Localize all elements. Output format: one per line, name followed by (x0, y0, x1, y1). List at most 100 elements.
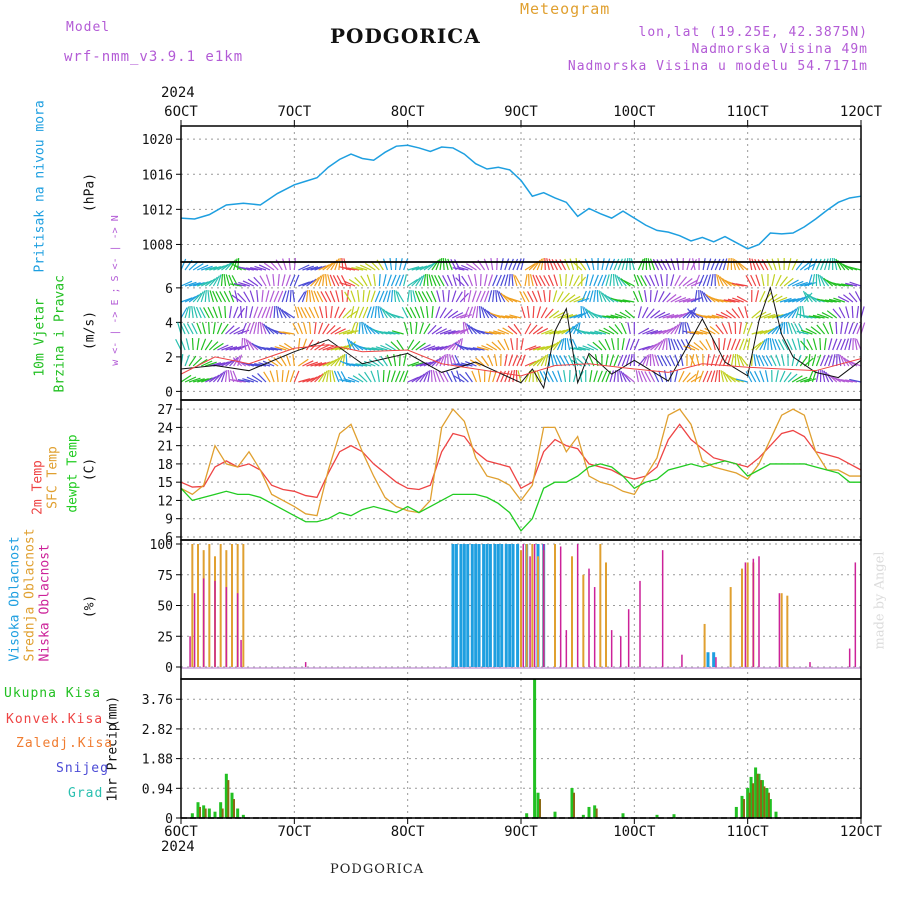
wind-barb (543, 275, 550, 287)
wind-barb (421, 291, 429, 303)
wind-barb (509, 314, 522, 319)
wind-barb (399, 370, 405, 383)
wind-barb (735, 378, 748, 383)
wind-barb (584, 258, 591, 271)
wind-barb (833, 297, 845, 303)
wind-barb (472, 347, 485, 351)
wind-barb (398, 258, 403, 271)
wind-barb (488, 331, 501, 335)
precip-convective-bar (573, 792, 575, 818)
wind-barb (559, 259, 567, 271)
wind-barb (823, 338, 827, 351)
wind-barb (603, 327, 615, 335)
wind-barb (551, 370, 558, 383)
wind-gust-line (180, 344, 862, 377)
wind-barb (395, 290, 401, 303)
high-cloud-bar (485, 544, 489, 667)
wind-barb (197, 378, 209, 383)
wind-barb (770, 354, 777, 367)
wind-barb (790, 322, 797, 335)
wind-barb (531, 290, 538, 303)
wind-barb (811, 274, 816, 287)
wind-barb (649, 274, 656, 287)
wind-barb (580, 305, 583, 319)
wind-barb (441, 371, 449, 383)
wind-barb (358, 373, 368, 383)
wind-barb (764, 370, 769, 383)
wind-barb (263, 262, 275, 271)
wind-barb (848, 292, 858, 303)
wind-barb (285, 274, 291, 287)
high-cloud-bar (511, 544, 515, 667)
wind-barb (423, 274, 427, 287)
wind-barb (239, 305, 243, 319)
wind-barb (704, 327, 716, 335)
wind-barb (204, 289, 207, 303)
wind-barb (273, 357, 283, 367)
wind-barb (504, 354, 508, 367)
wind-barb (824, 354, 830, 367)
wind-barb (414, 290, 421, 303)
wind-barb (541, 329, 553, 335)
wind-barb (660, 274, 664, 287)
wind-barb (229, 356, 239, 367)
wind-barb (666, 325, 677, 335)
wind-barb (377, 306, 380, 319)
wind-barb (820, 299, 833, 303)
wind-barb (175, 338, 182, 351)
wind-barb (452, 329, 464, 335)
wind-barb (783, 372, 792, 383)
wind-barb (759, 370, 765, 383)
wind-barb (439, 307, 447, 319)
wind-barb (609, 354, 615, 367)
wind-barb (261, 289, 264, 303)
wind-barb (569, 258, 575, 271)
wind-barb (706, 274, 712, 287)
wind-barb (505, 315, 518, 319)
wind-barb (314, 373, 324, 383)
low-cloud-bar (240, 639, 242, 667)
wind-barb (543, 290, 546, 303)
wind-barb (442, 257, 445, 271)
wind-barb (357, 290, 360, 303)
wind-barb (540, 258, 544, 271)
wind-barb (415, 265, 428, 271)
wind-barb (555, 259, 563, 271)
wind-barb (528, 359, 540, 367)
wind-barb (431, 346, 444, 351)
wind-barb (560, 338, 565, 351)
wind-barb (662, 327, 674, 335)
wind-barb (427, 324, 437, 335)
wind-barb (548, 341, 559, 351)
wind-barb (205, 376, 217, 383)
precip-total-bar (224, 773, 228, 818)
wind-barb (804, 378, 817, 383)
wind-barb (212, 290, 218, 303)
low-cloud-bar (225, 587, 228, 667)
wind-barb (569, 347, 582, 351)
wind-barb (423, 323, 431, 335)
wind-barb (537, 345, 549, 351)
wind-barb (414, 306, 421, 319)
wind-barb (207, 306, 214, 319)
wind-barb (276, 306, 279, 319)
wind-barb (512, 258, 519, 271)
wind-barb (832, 308, 842, 319)
wind-barb (614, 274, 619, 287)
wind-barb (398, 353, 401, 367)
wind-barb (184, 281, 197, 287)
low-cloud-bar (752, 558, 755, 667)
wind-barb (407, 290, 410, 303)
low-cloud-bar (529, 556, 531, 667)
wind-barb (543, 371, 550, 383)
wind-barb (572, 261, 583, 271)
wind-barb (540, 307, 548, 319)
wind-barb (419, 322, 425, 335)
wind-barb (415, 342, 426, 351)
wind-barb (652, 258, 660, 271)
y-tick-label: 0.94 (142, 782, 173, 797)
wind-barb (779, 322, 784, 335)
wind-barb (751, 330, 764, 335)
wind-barb (354, 322, 359, 335)
